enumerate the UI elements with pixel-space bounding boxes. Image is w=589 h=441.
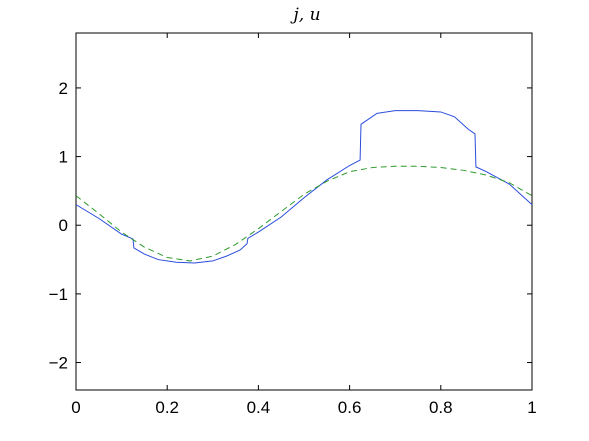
chart-title: j, u (289, 5, 320, 25)
x-tick-label: 0.8 (429, 398, 453, 417)
series-group (75, 110, 533, 264)
x-tick-label: 0 (71, 398, 80, 417)
axis-ticks (75, 33, 533, 390)
y-tick-label: −2 (49, 354, 68, 373)
axis-tick-labels: 0 0.2 0.4 0.6 0.8 1 −2 −1 0 1 2 (49, 79, 537, 417)
y-tick-label: 0 (59, 216, 68, 235)
x-tick-label: 0.4 (247, 398, 271, 417)
x-tick-label: 1 (527, 398, 536, 417)
x-tick-label: 0.2 (155, 398, 179, 417)
series-line-2 (75, 165, 533, 262)
series-line-1 (75, 110, 533, 264)
y-tick-label: −1 (49, 285, 68, 304)
y-tick-label: 1 (59, 148, 68, 167)
x-tick-label: 0.6 (338, 398, 362, 417)
y-tick-label: 2 (59, 79, 68, 98)
plot-area (75, 32, 533, 391)
